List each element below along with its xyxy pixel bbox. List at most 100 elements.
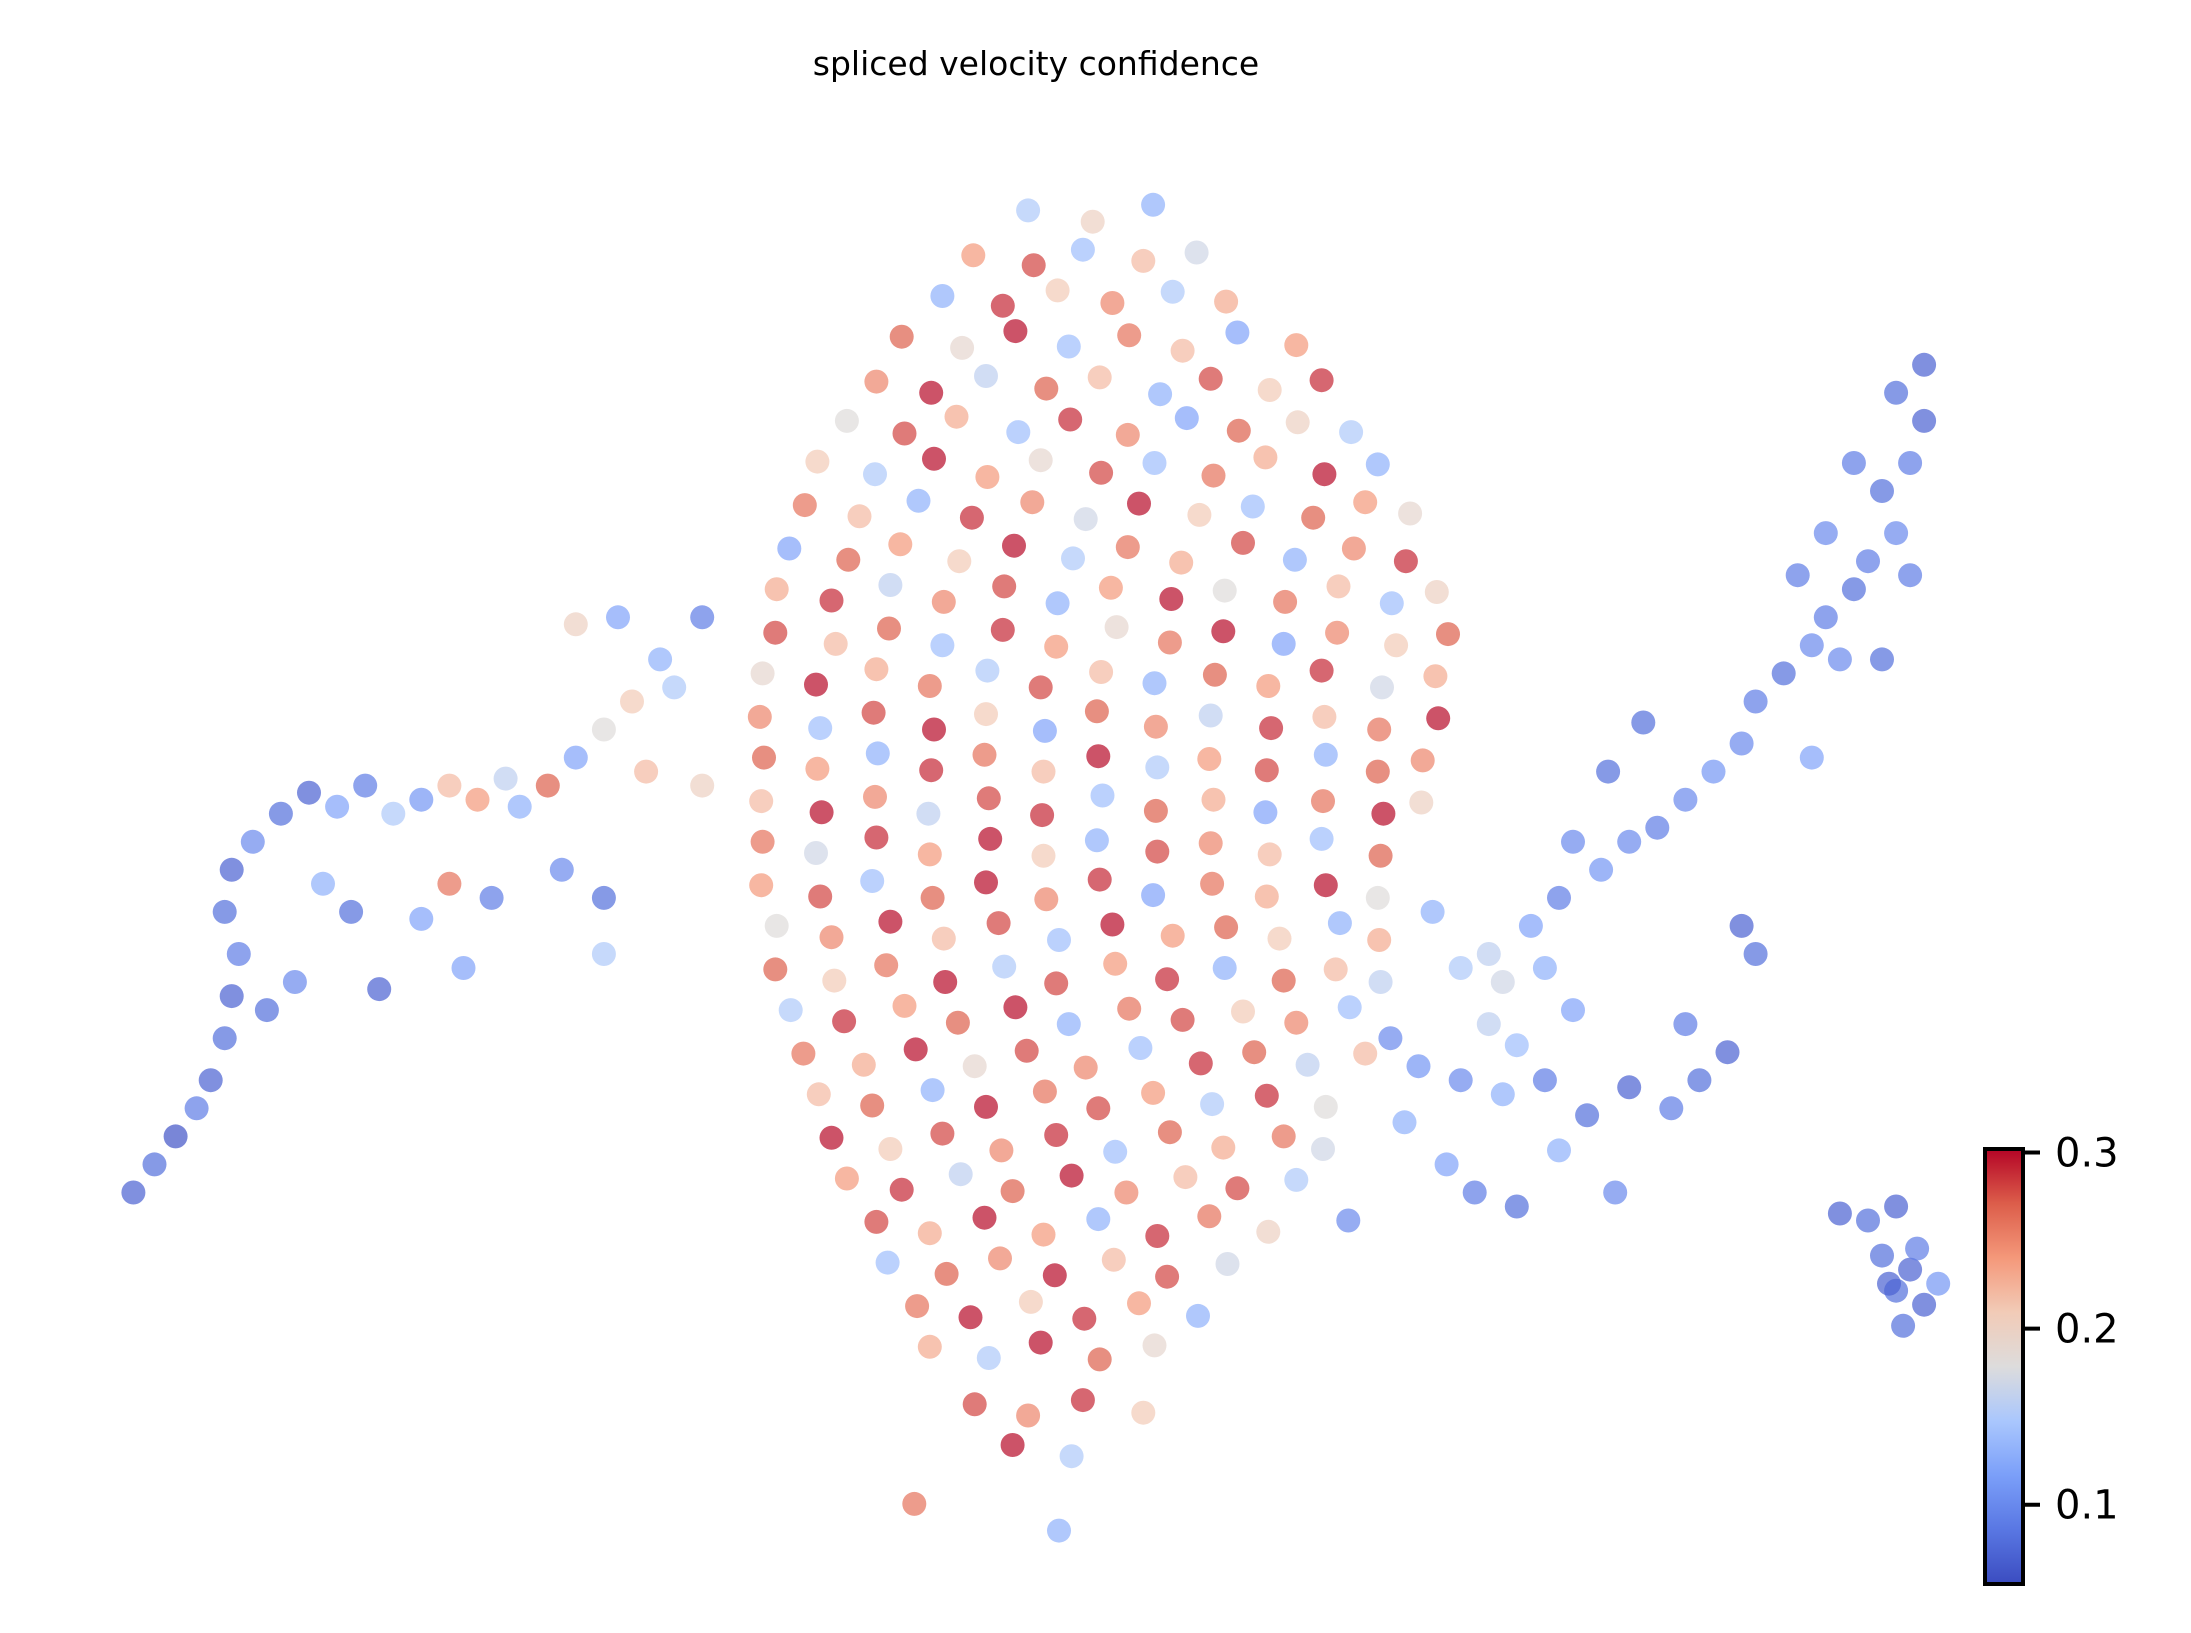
scatter-point <box>1100 291 1125 315</box>
scatter-point <box>1912 352 1937 377</box>
scatter-point <box>990 293 1015 318</box>
scatter-point <box>1142 671 1167 696</box>
scatter-point <box>1312 462 1337 487</box>
scatter-point <box>1259 716 1284 741</box>
scatter-point <box>1596 759 1621 784</box>
scatter-point <box>860 869 885 893</box>
scatter-point <box>931 589 956 614</box>
scatter-point <box>1282 547 1307 572</box>
scatter-point <box>1327 911 1352 936</box>
scatter-point <box>1045 591 1070 616</box>
scatter-point <box>806 1082 831 1107</box>
scatter-point <box>1743 942 1768 966</box>
scatter-points <box>121 192 1951 1543</box>
scatter-point <box>822 968 847 993</box>
scatter-point <box>606 605 630 630</box>
scatter-point <box>1160 279 1185 304</box>
scatter-point <box>1687 1068 1712 1093</box>
scatter-point <box>1409 790 1434 815</box>
scatter-point <box>888 532 913 557</box>
scatter-point <box>1313 742 1338 767</box>
scatter-point <box>1253 800 1278 825</box>
scatter-point <box>1188 1051 1213 1076</box>
scatter-point <box>1617 1075 1642 1100</box>
scatter-point <box>1160 923 1185 948</box>
scatter-point <box>1231 530 1255 555</box>
scatter-point <box>988 1246 1012 1271</box>
scatter-point <box>1312 704 1337 729</box>
scatter-point <box>1169 550 1194 575</box>
scatter-point <box>121 1180 146 1205</box>
scatter-point <box>1045 278 1070 303</box>
scatter-point <box>1253 445 1278 470</box>
scatter-point <box>1114 1180 1139 1205</box>
scatter-point <box>1155 967 1180 992</box>
scatter-point <box>451 956 476 980</box>
scatter-point <box>1715 1040 1740 1065</box>
scatter-point <box>1080 209 1105 234</box>
scatter-point <box>874 953 899 978</box>
colorbar-tick-label: 0.2 <box>2055 1307 2119 1353</box>
scatter-point <box>1295 1052 1320 1077</box>
scatter-point <box>905 1294 930 1319</box>
scatter-point <box>1891 1313 1916 1338</box>
scatter-point <box>1145 1224 1170 1248</box>
scatter-point <box>1031 1222 1056 1247</box>
scatter-point <box>1589 857 1614 882</box>
scatter-point <box>1912 408 1937 433</box>
scatter-point <box>976 1346 1001 1370</box>
scatter-point <box>892 421 917 446</box>
scatter-point <box>1256 674 1281 698</box>
scatter-point <box>1197 747 1222 771</box>
scatter-point <box>1044 971 1069 996</box>
scatter-point <box>860 1093 885 1118</box>
scatter-point <box>1034 376 1059 401</box>
scatter-point <box>1673 787 1698 812</box>
colorbar-tick-label: 0.3 <box>2055 1131 2119 1177</box>
scatter-point <box>325 794 350 819</box>
scatter-point <box>1365 885 1390 910</box>
scatter-point <box>978 826 1003 851</box>
scatter-point <box>1202 662 1227 687</box>
scatter-point <box>1200 1092 1225 1117</box>
scatter-point <box>1367 717 1392 742</box>
scatter-point <box>311 871 335 896</box>
scatter-point <box>1059 1163 1084 1188</box>
scatter-point <box>1128 1036 1153 1060</box>
scatter-point <box>1877 1271 1901 1296</box>
scatter-point <box>690 605 715 630</box>
scatter-point <box>749 873 774 898</box>
scatter-point <box>591 717 616 742</box>
scatter-point <box>1016 1403 1041 1428</box>
scatter-point <box>212 1026 237 1051</box>
scatter-point <box>198 1068 223 1093</box>
scatter-point <box>1339 420 1364 445</box>
scatter-point <box>1379 591 1404 616</box>
scatter-point <box>930 284 955 308</box>
scatter-point <box>1603 1180 1628 1205</box>
scatter-point <box>1198 703 1223 728</box>
scatter-point <box>948 1162 973 1187</box>
scatter-point <box>877 616 901 641</box>
scatter-point <box>763 957 788 982</box>
scatter-point <box>1225 1176 1250 1201</box>
scatter-point <box>163 1124 188 1149</box>
scatter-point <box>1098 575 1123 600</box>
scatter-point <box>1225 320 1250 345</box>
scatter-point <box>750 661 775 686</box>
scatter-point <box>1448 956 1473 980</box>
scatter-point <box>1420 899 1445 924</box>
scatter-point <box>1047 928 1071 952</box>
scatter-point <box>1198 831 1223 856</box>
scatter-point <box>1240 494 1265 519</box>
colorbar-gradient <box>1983 1147 2025 1586</box>
scatter-point <box>1142 1333 1167 1358</box>
colorbar-ticks: 0.1 0.2 0.3 <box>2023 1131 2119 1529</box>
scatter-point <box>1056 1012 1081 1037</box>
scatter-point <box>1341 536 1366 561</box>
scatter-point <box>1856 549 1880 574</box>
scatter-point <box>1018 1289 1043 1314</box>
scatter-point <box>1575 1103 1600 1128</box>
scatter-point <box>1743 689 1768 714</box>
scatter-point <box>1398 501 1423 526</box>
